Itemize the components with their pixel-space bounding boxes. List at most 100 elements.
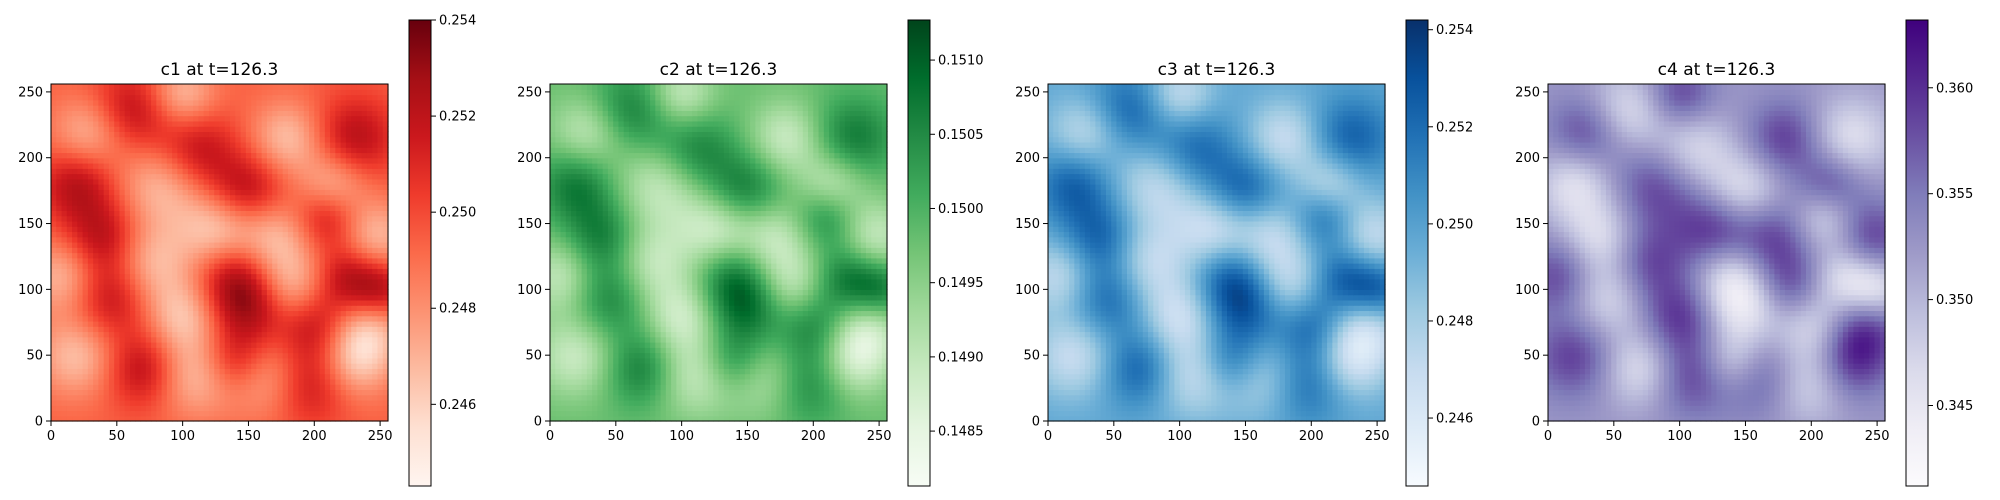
heatmap-cell [61, 210, 68, 217]
heatmap-cell [193, 342, 200, 348]
heatmap-cell [282, 94, 289, 101]
heatmap-cell [808, 415, 814, 422]
heatmap-cell [151, 294, 157, 301]
heatmap-cell [108, 373, 115, 380]
heatmap-cell [834, 415, 841, 422]
heatmap-cell [145, 162, 152, 169]
heatmap-cell [114, 310, 121, 317]
heatmap-cell [366, 184, 373, 190]
heatmap-cell [765, 384, 772, 391]
heatmap-cell [166, 99, 173, 106]
heatmap-cell [151, 352, 157, 359]
heatmap-cell [187, 415, 194, 422]
heatmap-cell [151, 384, 157, 391]
heatmap-cell [366, 384, 373, 391]
heatmap-cell [245, 220, 252, 227]
heatmap-cell [77, 410, 84, 417]
heatmap-cell [576, 394, 583, 401]
heatmap-cell [860, 399, 867, 406]
heatmap-cell [208, 347, 215, 354]
heatmap-cell [839, 389, 846, 396]
heatmap-cell [581, 347, 588, 354]
heatmap-cell [230, 205, 236, 211]
heatmap-cell [72, 94, 78, 101]
heatmap-cell [198, 226, 205, 233]
heatmap-cell [256, 115, 263, 122]
heatmap-cell [650, 373, 656, 380]
heatmap-cell [351, 105, 358, 111]
heatmap-cell [586, 394, 593, 401]
heatmap-cell [293, 336, 300, 343]
heatmap-cell [161, 157, 168, 164]
heatmap-cell [56, 220, 63, 227]
heatmap-cell [82, 378, 89, 385]
heatmap-cell [72, 168, 78, 175]
heatmap-cell [634, 357, 641, 364]
heatmap-cell [351, 141, 358, 148]
heatmap-cell [235, 94, 242, 101]
heatmap-cell [51, 336, 57, 343]
heatmap-cell [256, 257, 263, 264]
heatmap-cell [103, 336, 110, 343]
heatmap-cell [98, 368, 105, 375]
heatmap-cell [245, 94, 252, 101]
heatmap-cell [282, 136, 289, 143]
heatmap-cell [140, 342, 147, 348]
heatmap-cell [72, 84, 78, 90]
heatmap-cell [351, 173, 358, 180]
heatmap-cell [319, 389, 326, 396]
heatmap-cell [82, 189, 89, 196]
heatmap-cell [729, 405, 735, 412]
heatmap-cell [555, 373, 562, 380]
heatmap-cell [129, 110, 136, 117]
heatmap-cell [592, 410, 598, 417]
heatmap-cell [119, 205, 126, 211]
heatmap-cell [256, 136, 263, 143]
heatmap-cell [77, 226, 84, 233]
heatmap-cell [597, 389, 604, 396]
heatmap-cell [750, 399, 756, 406]
heatmap-cell [61, 162, 68, 169]
heatmap-cell [124, 326, 131, 333]
heatmap-cell [187, 284, 194, 290]
heatmap-cell [182, 189, 189, 196]
heatmap-cell [151, 184, 157, 190]
heatmap-cell [230, 152, 236, 159]
heatmap-cell [108, 184, 115, 190]
heatmap-cell [124, 178, 131, 185]
heatmap-cell [140, 405, 147, 412]
heatmap-cell [208, 278, 215, 285]
heatmap-cell [755, 357, 762, 364]
heatmap-cell [293, 99, 300, 106]
heatmap-cell [314, 220, 321, 227]
heatmap-cell [119, 131, 126, 138]
heatmap-cell [93, 152, 99, 159]
heatmap-cell [850, 373, 857, 380]
heatmap-cell [660, 357, 667, 364]
heatmap-cell [235, 378, 242, 385]
heatmap-cell [277, 357, 284, 364]
heatmap-cell [172, 178, 178, 185]
heatmap-cell [72, 241, 78, 248]
heatmap-cell [129, 115, 136, 122]
heatmap-cell [208, 136, 215, 143]
heatmap-cell [66, 157, 73, 164]
heatmap-cell [786, 368, 793, 375]
heatmap-cell [140, 226, 147, 233]
heatmap-cell [613, 373, 620, 380]
heatmap-cell [865, 378, 872, 385]
heatmap-cell [108, 299, 115, 306]
heatmap-cell [119, 342, 126, 348]
heatmap-cell [356, 399, 363, 406]
heatmap-cell [266, 247, 273, 254]
heatmap-cell [266, 220, 273, 227]
heatmap-cell [129, 157, 136, 164]
heatmap-cell [51, 257, 57, 264]
heatmap-cell [586, 363, 593, 369]
heatmap-cell [245, 252, 252, 259]
heatmap-cell [655, 415, 662, 422]
heatmap-cell [686, 357, 693, 364]
heatmap-cell [240, 152, 247, 159]
heatmap-cell [330, 326, 336, 333]
heatmap-cell [335, 315, 342, 322]
